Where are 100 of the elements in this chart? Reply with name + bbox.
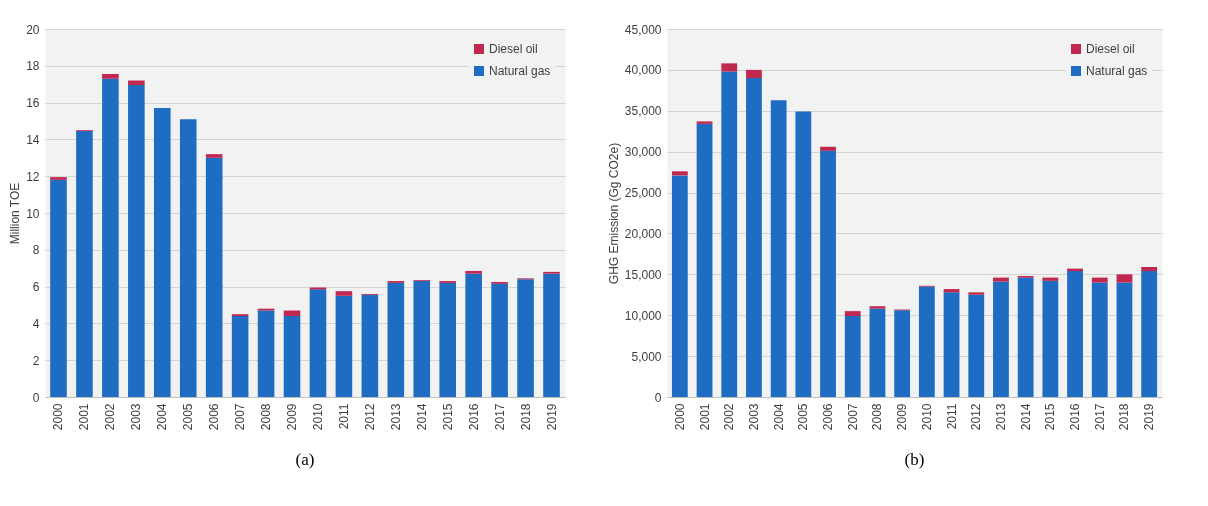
x-tick-label: 2008 [259,403,274,431]
x-tick-label: 2017 [1092,403,1107,431]
legend-label: Diesel oil [1086,42,1135,56]
legend-label: Natural gas [489,64,551,78]
x-tick-label: 2016 [466,403,481,431]
bar [820,146,836,151]
y-tick-label: 2 [32,353,40,368]
x-tick-label: 2014 [1018,403,1033,431]
bar [844,316,861,397]
bar [1091,282,1108,397]
x-tick-label: 2006 [207,403,222,431]
bar [746,69,762,79]
y-tick-label: 0 [32,390,40,405]
bar [671,175,688,397]
y-tick-label: 6 [32,280,40,295]
bar [770,100,787,397]
x-tick-label: 2015 [440,403,455,431]
x-tick-label: 2008 [870,403,885,431]
x-tick-label: 2011 [336,403,351,430]
text: (a) [295,449,315,469]
legend-label: Natural gas [1086,64,1148,78]
bar [465,270,482,274]
bar [465,273,482,397]
bar [696,121,713,124]
bar [413,281,431,397]
x-tick-label: 2001 [697,403,712,431]
x-tick-label: 2010 [310,403,325,431]
x-tick-label: 2005 [181,403,196,431]
x-tick-label: 2002 [103,403,118,431]
text: (b) [904,449,925,469]
bar [1116,274,1133,283]
bar [894,310,911,397]
y-tick-label: 16 [26,96,40,111]
x-tick-label: 2013 [993,403,1008,431]
y-tick-label: 14 [26,132,40,147]
x-tick-label: 2016 [1068,403,1083,431]
x-tick-label: 2013 [388,403,403,431]
y-tick-label: 25,000 [624,186,662,201]
x-tick-label: 2014 [414,403,429,431]
bar [671,171,688,176]
bar [102,78,119,397]
y-tick-label: 10 [26,206,40,221]
bar [283,316,301,397]
y-tick-label: 35,000 [624,104,662,119]
x-tick-label: 2010 [919,403,934,431]
bar [746,78,762,397]
y-axis-title: Million TOE [8,182,23,245]
x-tick-label: 2006 [821,403,836,431]
x-tick-label: 2009 [285,403,300,431]
x-tick-label: 2019 [544,403,559,431]
x-tick-label: 2012 [362,403,377,431]
y-tick-label: 30,000 [624,145,662,160]
x-tick-label: 2015 [1043,403,1058,431]
y-tick-label: 5,000 [631,349,662,364]
y-tick-label: 40,000 [624,63,662,78]
x-tick-label: 2000 [672,403,687,431]
legend-label: Diesel oil [489,42,538,56]
bar [179,119,197,397]
bar [968,294,985,397]
bar [543,273,560,397]
bar [335,295,353,397]
bar [76,131,93,397]
bar [968,292,985,295]
x-tick-label: 2019 [1142,403,1157,431]
bar [491,283,508,397]
bar [257,310,275,397]
x-tick-label: 2005 [796,403,811,431]
bar [820,150,836,397]
bar [721,63,738,72]
x-tick-label: 2017 [492,403,507,431]
bar [335,291,353,296]
bar [1042,277,1059,281]
y-tick-label: 10,000 [624,308,662,323]
x-tick-label: 2007 [845,403,860,431]
bar [869,308,886,397]
bar [1067,271,1083,397]
y-tick-label: 15,000 [624,267,662,282]
y-tick-label: 20,000 [624,226,662,241]
x-tick-label: 2018 [518,403,533,431]
y-tick-label: 18 [26,59,40,74]
x-tick-label: 2018 [1117,403,1132,431]
bar [1017,277,1034,397]
bar [1141,266,1158,272]
bar [517,279,534,397]
x-tick-label: 2004 [155,403,170,431]
x-tick-label: 2004 [771,403,786,431]
y-tick-label: 0 [654,390,662,405]
bar [993,281,1009,397]
x-tick-label: 2000 [51,403,66,431]
x-tick-label: 2003 [746,403,761,431]
x-tick-label: 2011 [944,403,959,430]
bar [128,85,145,397]
y-axis-title: GHG Emission (Gg CO2e) [606,142,621,285]
bar [309,289,327,397]
x-tick-label: 2009 [895,403,910,431]
bar [993,277,1009,282]
bar [50,179,67,397]
bar [696,123,713,397]
y-tick-label: 45,000 [624,22,662,37]
bar [50,177,67,180]
